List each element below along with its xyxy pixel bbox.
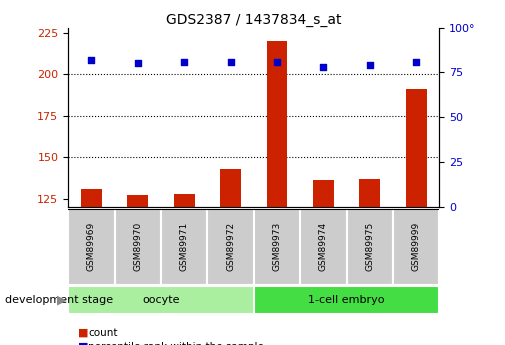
Bar: [313, 180, 334, 207]
Text: percentile rank within the sample: percentile rank within the sample: [88, 342, 264, 345]
Text: oocyte: oocyte: [142, 295, 180, 305]
Point: [366, 62, 374, 68]
Bar: [254, 286, 439, 314]
Point: [319, 64, 327, 70]
Bar: [161, 209, 208, 285]
Text: ■: ■: [78, 342, 89, 345]
Text: GSM89971: GSM89971: [180, 222, 189, 271]
Bar: [406, 89, 427, 207]
Text: GSM89975: GSM89975: [365, 222, 374, 271]
Text: GSM89973: GSM89973: [273, 222, 281, 271]
Bar: [127, 195, 148, 207]
Text: GSM89969: GSM89969: [87, 222, 96, 271]
Bar: [254, 209, 300, 285]
Text: GSM89974: GSM89974: [319, 222, 328, 271]
Point: [227, 59, 235, 65]
Bar: [300, 209, 346, 285]
Point: [412, 59, 420, 65]
Title: GDS2387 / 1437834_s_at: GDS2387 / 1437834_s_at: [166, 12, 341, 27]
Text: 1-cell embryo: 1-cell embryo: [309, 295, 385, 305]
Point: [87, 57, 95, 63]
Bar: [267, 41, 287, 207]
Text: GSM89999: GSM89999: [412, 222, 421, 271]
Bar: [115, 209, 161, 285]
Bar: [393, 209, 439, 285]
Text: GSM89972: GSM89972: [226, 222, 235, 271]
Point: [134, 61, 142, 66]
Bar: [81, 189, 102, 207]
Bar: [174, 194, 194, 207]
Text: development stage: development stage: [5, 295, 113, 305]
Bar: [68, 209, 115, 285]
Text: ▶: ▶: [57, 294, 67, 307]
Bar: [68, 286, 254, 314]
Text: ■: ■: [78, 328, 89, 338]
Point: [273, 59, 281, 65]
Text: count: count: [88, 328, 118, 338]
Bar: [208, 209, 254, 285]
Point: [180, 59, 188, 65]
Text: GSM89970: GSM89970: [133, 222, 142, 271]
Bar: [360, 179, 380, 207]
Bar: [220, 169, 241, 207]
Bar: [346, 209, 393, 285]
